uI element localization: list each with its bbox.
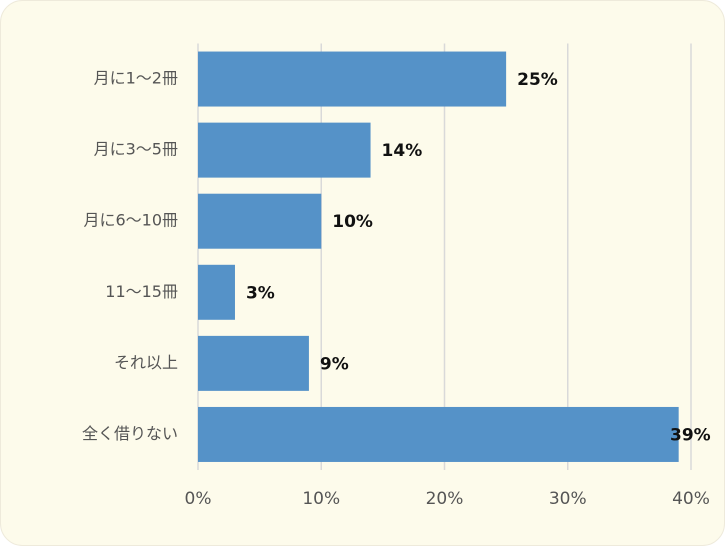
x-tick-label: 40% [672, 489, 710, 509]
x-tick-label: 10% [302, 489, 340, 509]
bar [198, 51, 507, 107]
bar [198, 122, 371, 178]
y-tick-label: 11〜15冊 [105, 282, 178, 301]
x-tick-label: 0% [185, 489, 212, 509]
value-label: 25% [517, 70, 558, 90]
value-label: 3% [246, 283, 275, 303]
y-tick-label: 月に6〜10冊 [83, 211, 178, 230]
y-tick-label: それ以上 [114, 353, 178, 372]
bar [198, 193, 322, 249]
y-tick-label: 全く借りない [82, 424, 178, 443]
x-tick-label: 30% [549, 489, 587, 509]
value-label: 39% [670, 425, 711, 445]
x-tick-label: 20% [426, 489, 464, 509]
y-tick-label: 月に1〜2冊 [94, 69, 178, 88]
bar [198, 264, 235, 320]
value-label: 9% [320, 354, 349, 374]
value-label: 14% [382, 141, 423, 161]
bar [198, 335, 309, 391]
value-label: 10% [332, 212, 373, 232]
y-tick-label: 月に3〜5冊 [94, 140, 178, 159]
bar [198, 406, 679, 462]
